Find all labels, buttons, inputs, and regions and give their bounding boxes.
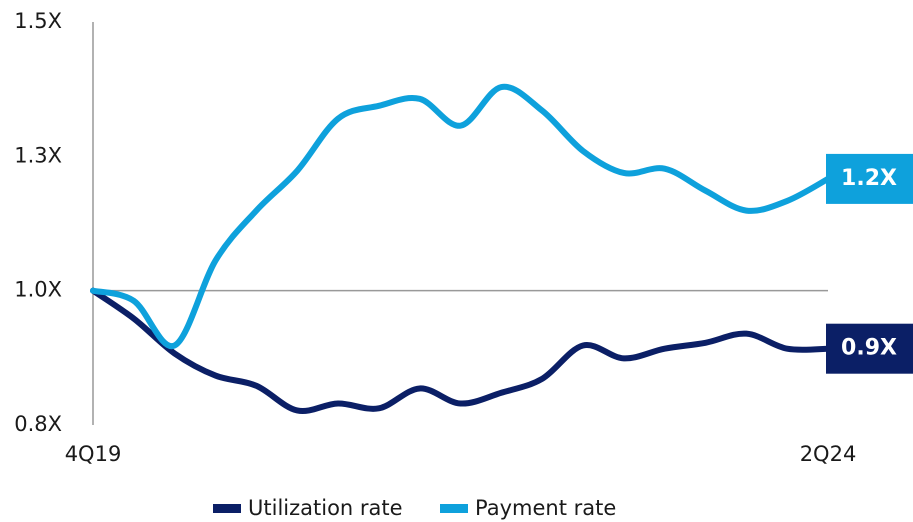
series-line — [90, 83, 831, 349]
legend-swatch — [440, 504, 468, 513]
legend-label: Payment rate — [475, 496, 616, 520]
end-label-box — [826, 323, 913, 374]
end-label-box — [826, 153, 913, 204]
end-label: 0.9X — [841, 336, 897, 361]
y-tick-label: 1.3X — [14, 143, 62, 167]
y-tick-label: 0.8X — [14, 412, 62, 436]
y-tick-label: 1.0X — [14, 278, 62, 302]
end-label: 1.2X — [841, 166, 897, 191]
y-tick-label: 1.5X — [14, 9, 62, 33]
x-tick-label: 2Q24 — [800, 442, 857, 466]
legend-label: Utilization rate — [248, 496, 403, 520]
x-tick-label: 4Q19 — [65, 442, 122, 466]
legend-swatch — [213, 504, 241, 513]
series-line — [90, 287, 831, 415]
